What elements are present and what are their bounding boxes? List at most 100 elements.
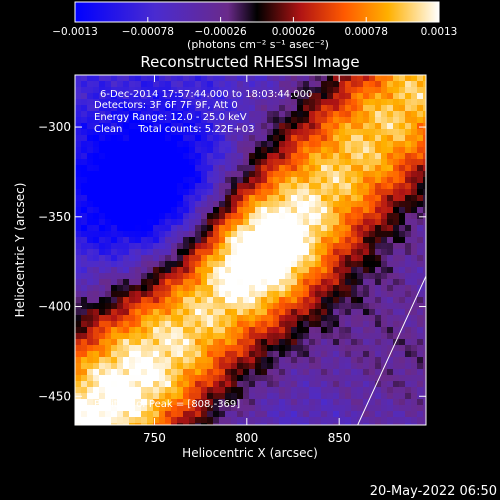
heatmap-cell <box>201 183 208 190</box>
heatmap-cell <box>81 411 88 418</box>
heatmap-cell <box>153 231 160 238</box>
heatmap-cell <box>231 363 238 370</box>
heatmap-cell <box>279 399 286 406</box>
heatmap-cell <box>423 339 426 346</box>
heatmap-cell <box>207 171 214 178</box>
heatmap-cell <box>381 243 388 250</box>
heatmap-cell <box>285 237 292 244</box>
heatmap-cell <box>399 231 406 238</box>
heatmap-cell <box>273 81 280 88</box>
heatmap-cell <box>411 423 418 425</box>
heatmap-cell <box>261 99 268 106</box>
heatmap-cell <box>339 345 346 352</box>
heatmap-cell <box>135 195 142 202</box>
heatmap-cell <box>423 363 426 370</box>
heatmap-cell <box>423 99 426 106</box>
heatmap-cell <box>363 225 370 232</box>
heatmap-cell <box>201 249 208 256</box>
heatmap-cell <box>363 159 370 166</box>
heatmap-cell <box>87 381 94 388</box>
heatmap-cell <box>309 129 316 136</box>
heatmap-cell <box>165 111 172 118</box>
heatmap-cell <box>135 87 142 94</box>
heatmap-cell <box>165 381 172 388</box>
heatmap-cell <box>231 207 238 214</box>
heatmap-cell <box>93 363 100 370</box>
heatmap-cell <box>303 135 310 142</box>
heatmap-cell <box>93 225 100 232</box>
heatmap-cell <box>375 279 382 286</box>
heatmap-cell <box>363 291 370 298</box>
heatmap-cell <box>153 363 160 370</box>
heatmap-cell <box>393 207 400 214</box>
heatmap-cell <box>249 201 256 208</box>
heatmap-cell <box>171 321 178 328</box>
heatmap-cell <box>399 201 406 208</box>
heatmap-cell <box>147 405 154 412</box>
heatmap-cell <box>189 99 196 106</box>
heatmap-cell <box>399 423 406 425</box>
heatmap-cell <box>93 111 100 118</box>
heatmap-cell <box>141 321 148 328</box>
heatmap-cell <box>423 261 426 268</box>
heatmap-cell <box>273 105 280 112</box>
heatmap-cell <box>297 411 304 418</box>
heatmap-cell <box>381 183 388 190</box>
heatmap-cell <box>345 399 352 406</box>
heatmap-cell <box>291 285 298 292</box>
heatmap-cell <box>99 171 106 178</box>
heatmap-cell <box>201 243 208 250</box>
heatmap-cell <box>111 273 118 280</box>
heatmap-cell <box>279 165 286 172</box>
heatmap-cell <box>231 279 238 286</box>
heatmap-cell <box>123 315 130 322</box>
heatmap-cell <box>375 195 382 202</box>
heatmap-cell <box>327 333 334 340</box>
heatmap-cell <box>291 381 298 388</box>
heatmap-cell <box>291 135 298 142</box>
heatmap-cell <box>171 315 178 322</box>
heatmap-cell <box>351 375 358 382</box>
heatmap-cell <box>117 195 124 202</box>
heatmap-cell <box>339 363 346 370</box>
heatmap-cell <box>261 327 268 334</box>
heatmap-cell <box>345 363 352 370</box>
heatmap-cell <box>147 189 154 196</box>
heatmap-cell <box>81 201 88 208</box>
heatmap-cell <box>273 315 280 322</box>
heatmap-cell <box>297 159 304 166</box>
heatmap-cell <box>87 285 94 292</box>
heatmap-cell <box>405 333 412 340</box>
heatmap-cell <box>237 159 244 166</box>
heatmap-cell <box>387 249 394 256</box>
heatmap-cell <box>345 309 352 316</box>
heatmap-cell <box>315 135 322 142</box>
heatmap-cell <box>153 81 160 88</box>
heatmap-cell <box>165 243 172 250</box>
heatmap-cell <box>177 279 184 286</box>
heatmap-cell <box>183 255 190 262</box>
heatmap-cell <box>99 375 106 382</box>
heatmap-cell <box>249 111 256 118</box>
heatmap-cell <box>255 183 262 190</box>
heatmap-cell <box>267 393 274 400</box>
heatmap-cell <box>351 81 358 88</box>
heatmap-cell <box>93 129 100 136</box>
heatmap-cell <box>183 99 190 106</box>
heatmap-cell <box>339 351 346 358</box>
heatmap-cell <box>201 405 208 412</box>
heatmap-cell <box>267 357 274 364</box>
heatmap-cell <box>261 273 268 280</box>
heatmap-cell <box>273 363 280 370</box>
heatmap-cell <box>141 111 148 118</box>
heatmap-cell <box>225 375 232 382</box>
heatmap-cell <box>375 87 382 94</box>
heatmap-cell <box>273 345 280 352</box>
heatmap-cell <box>411 123 418 130</box>
heatmap-cell <box>147 321 154 328</box>
heatmap-cell <box>387 423 394 425</box>
heatmap-cell <box>249 321 256 328</box>
heatmap-cell <box>303 183 310 190</box>
heatmap-cell <box>249 297 256 304</box>
heatmap-cell <box>393 219 400 226</box>
